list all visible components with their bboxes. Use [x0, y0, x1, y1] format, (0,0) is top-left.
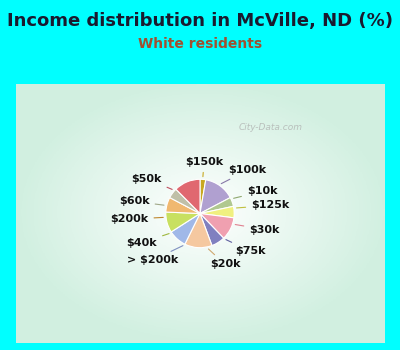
Text: $60k: $60k: [119, 196, 164, 206]
Wedge shape: [166, 212, 200, 232]
Text: > $200k: > $200k: [127, 246, 183, 265]
Wedge shape: [200, 206, 234, 218]
Wedge shape: [200, 179, 206, 214]
Text: Income distribution in McVille, ND (%): Income distribution in McVille, ND (%): [7, 12, 393, 30]
Text: $50k: $50k: [131, 174, 172, 189]
Text: $40k: $40k: [126, 233, 169, 247]
Text: $100k: $100k: [221, 165, 266, 184]
Wedge shape: [200, 214, 224, 246]
Text: White residents: White residents: [138, 37, 262, 51]
Wedge shape: [200, 198, 234, 214]
Wedge shape: [171, 214, 200, 244]
Text: City-Data.com: City-Data.com: [239, 123, 303, 132]
Text: $200k: $200k: [110, 214, 163, 224]
Text: $150k: $150k: [185, 157, 223, 177]
Wedge shape: [185, 214, 212, 248]
Wedge shape: [176, 179, 200, 214]
Wedge shape: [200, 214, 234, 238]
Text: $30k: $30k: [235, 224, 280, 234]
Text: $125k: $125k: [236, 201, 290, 210]
Wedge shape: [166, 198, 200, 214]
Text: $75k: $75k: [226, 240, 266, 256]
Text: $10k: $10k: [234, 187, 277, 198]
Wedge shape: [170, 189, 200, 214]
Text: $20k: $20k: [208, 249, 240, 270]
Wedge shape: [200, 180, 230, 214]
